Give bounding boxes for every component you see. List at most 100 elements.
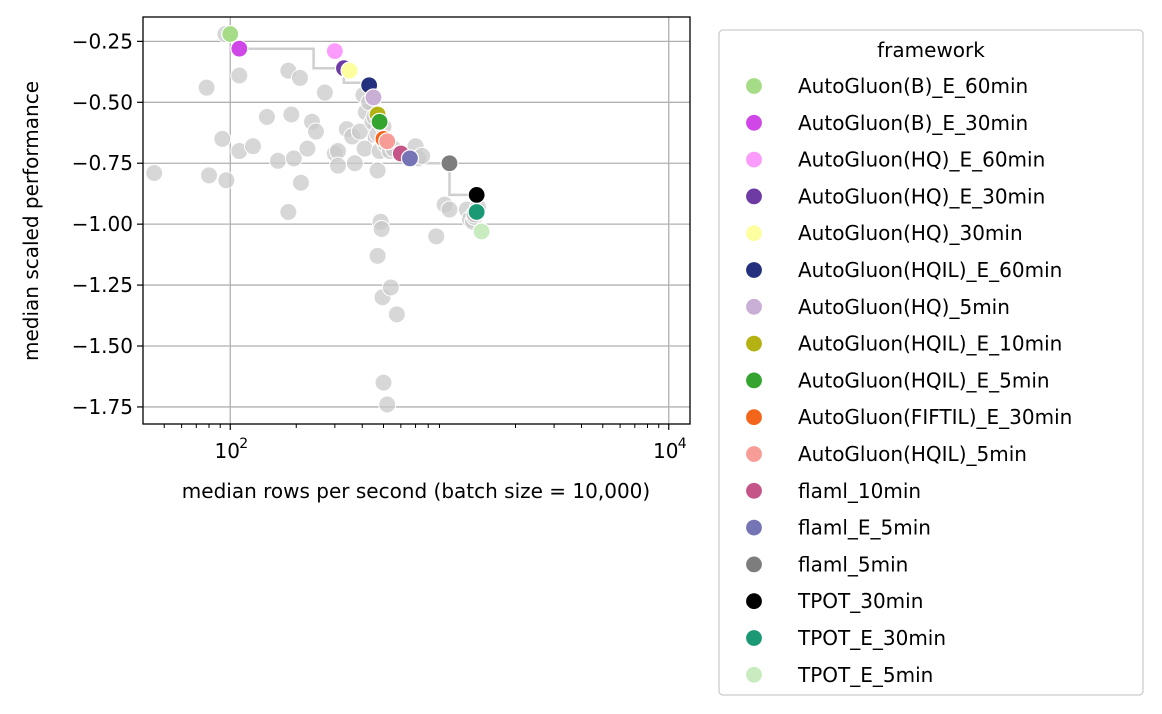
legend-title: framework <box>877 38 985 62</box>
background-point <box>268 151 287 170</box>
background-point <box>291 173 310 192</box>
background-point <box>372 220 391 239</box>
background-point <box>374 373 393 392</box>
background-point <box>315 83 334 102</box>
background-point <box>306 122 325 141</box>
background-point <box>290 68 309 87</box>
background-point <box>244 137 263 156</box>
legend-label: AutoGluon(FIFTIL)_E_30min <box>798 405 1072 429</box>
series-point <box>325 42 344 61</box>
legend-label: AutoGluon(HQ)_30min <box>798 221 1023 245</box>
legend-marker <box>744 113 764 132</box>
legend-marker <box>744 260 764 280</box>
background-point <box>145 163 164 182</box>
legend-marker <box>744 224 764 243</box>
y-tick-label: −1.50 <box>72 334 133 358</box>
legend-marker <box>744 297 764 316</box>
background-point <box>440 200 459 219</box>
background-point <box>200 166 219 185</box>
y-tick-label: −0.50 <box>72 90 133 114</box>
legend-marker <box>744 76 764 96</box>
legend-label: AutoGluon(HQIL)_E_5min <box>798 368 1050 392</box>
legend-marker <box>744 150 764 169</box>
x-tick-exponent: 4 <box>678 436 687 452</box>
y-tick-label: −0.75 <box>72 151 133 175</box>
legend-marker <box>744 444 764 464</box>
legend: framework AutoGluon(B)_E_60minAutoGluon(… <box>718 29 1144 696</box>
legend-label: flaml_10min <box>798 479 921 503</box>
legend-label: AutoGluon(HQ)_E_30min <box>798 184 1045 208</box>
legend-marker <box>744 592 764 611</box>
legend-label: AutoGluon(B)_E_60min <box>798 74 1028 98</box>
legend-label: TPOT_E_5min <box>797 663 933 687</box>
legend-label: AutoGluon(HQIL)_E_60min <box>798 258 1062 282</box>
background-point <box>345 154 364 173</box>
background-point <box>298 139 317 158</box>
plot-frame <box>142 16 691 425</box>
background-point <box>282 105 301 124</box>
legend-marker <box>744 628 764 648</box>
series-point <box>378 132 397 151</box>
background-point <box>217 171 236 190</box>
legend-marker <box>744 334 764 353</box>
legend-label: AutoGluon(HQIL)_E_10min <box>798 332 1062 356</box>
background-point <box>387 305 406 324</box>
background-point <box>279 202 298 221</box>
background-point <box>368 246 387 265</box>
series-points <box>221 24 491 241</box>
legend-marker <box>744 555 764 574</box>
legend-label: TPOT_30min <box>797 589 923 613</box>
y-axis-label: median scaled performance <box>19 81 43 361</box>
legend-items: AutoGluon(B)_E_60min AutoGluon(B)_E_30min… <box>744 74 1072 687</box>
background-point <box>197 78 216 97</box>
legend-marker <box>744 371 764 390</box>
grid-lines <box>143 17 690 424</box>
legend-label: AutoGluon(HQIL)_5min <box>798 442 1027 466</box>
background-point <box>427 227 446 246</box>
background-points <box>145 25 488 414</box>
background-point <box>350 122 369 141</box>
background-point <box>355 139 374 158</box>
background-point <box>328 156 347 175</box>
x-tick-exponent: 2 <box>239 436 248 452</box>
legend-box <box>718 29 1144 696</box>
legend-label: flaml_5min <box>798 552 908 576</box>
legend-label: AutoGluon(HQ)_5min <box>798 295 1010 319</box>
background-point <box>257 107 276 126</box>
series-point <box>400 149 420 168</box>
series-point <box>221 24 240 44</box>
legend-label: flaml_E_5min <box>798 516 931 540</box>
x-axis-label: median rows per second (batch size = 10,… <box>182 479 650 503</box>
background-point <box>284 149 303 168</box>
y-tick-label: −1.25 <box>72 273 133 297</box>
y-tick-label: −1.00 <box>72 212 133 236</box>
legend-label: TPOT_E_30min <box>797 626 946 650</box>
legend-marker <box>744 518 764 537</box>
legend-marker <box>744 665 764 684</box>
series-point <box>340 61 359 80</box>
series-point <box>364 88 383 107</box>
legend-marker <box>744 187 764 206</box>
x-axis-ticks: 10 2 10 4 <box>163 424 687 463</box>
series-point <box>440 154 459 173</box>
x-tick-label: 10 <box>653 439 678 463</box>
y-axis-ticks: −0.25 −0.50 −0.75 −1.00 −1.25 −1.50 −1.75 <box>72 29 143 419</box>
legend-marker <box>744 408 764 427</box>
y-tick-label: −0.25 <box>72 29 133 53</box>
background-point <box>230 66 249 85</box>
background-point <box>378 395 397 414</box>
legend-label: AutoGluon(B)_E_30min <box>798 111 1028 135</box>
background-point <box>381 278 400 297</box>
legend-label: AutoGluon(HQ)_E_60min <box>798 148 1045 172</box>
background-point <box>368 161 387 180</box>
legend-marker <box>744 481 764 500</box>
y-tick-label: −1.75 <box>72 395 133 419</box>
background-point <box>213 129 232 148</box>
series-point <box>230 39 249 58</box>
x-tick-label: 10 <box>215 439 240 463</box>
series-point <box>467 185 486 205</box>
series-point <box>467 202 486 222</box>
series-point <box>370 112 389 131</box>
series-point <box>472 222 491 241</box>
